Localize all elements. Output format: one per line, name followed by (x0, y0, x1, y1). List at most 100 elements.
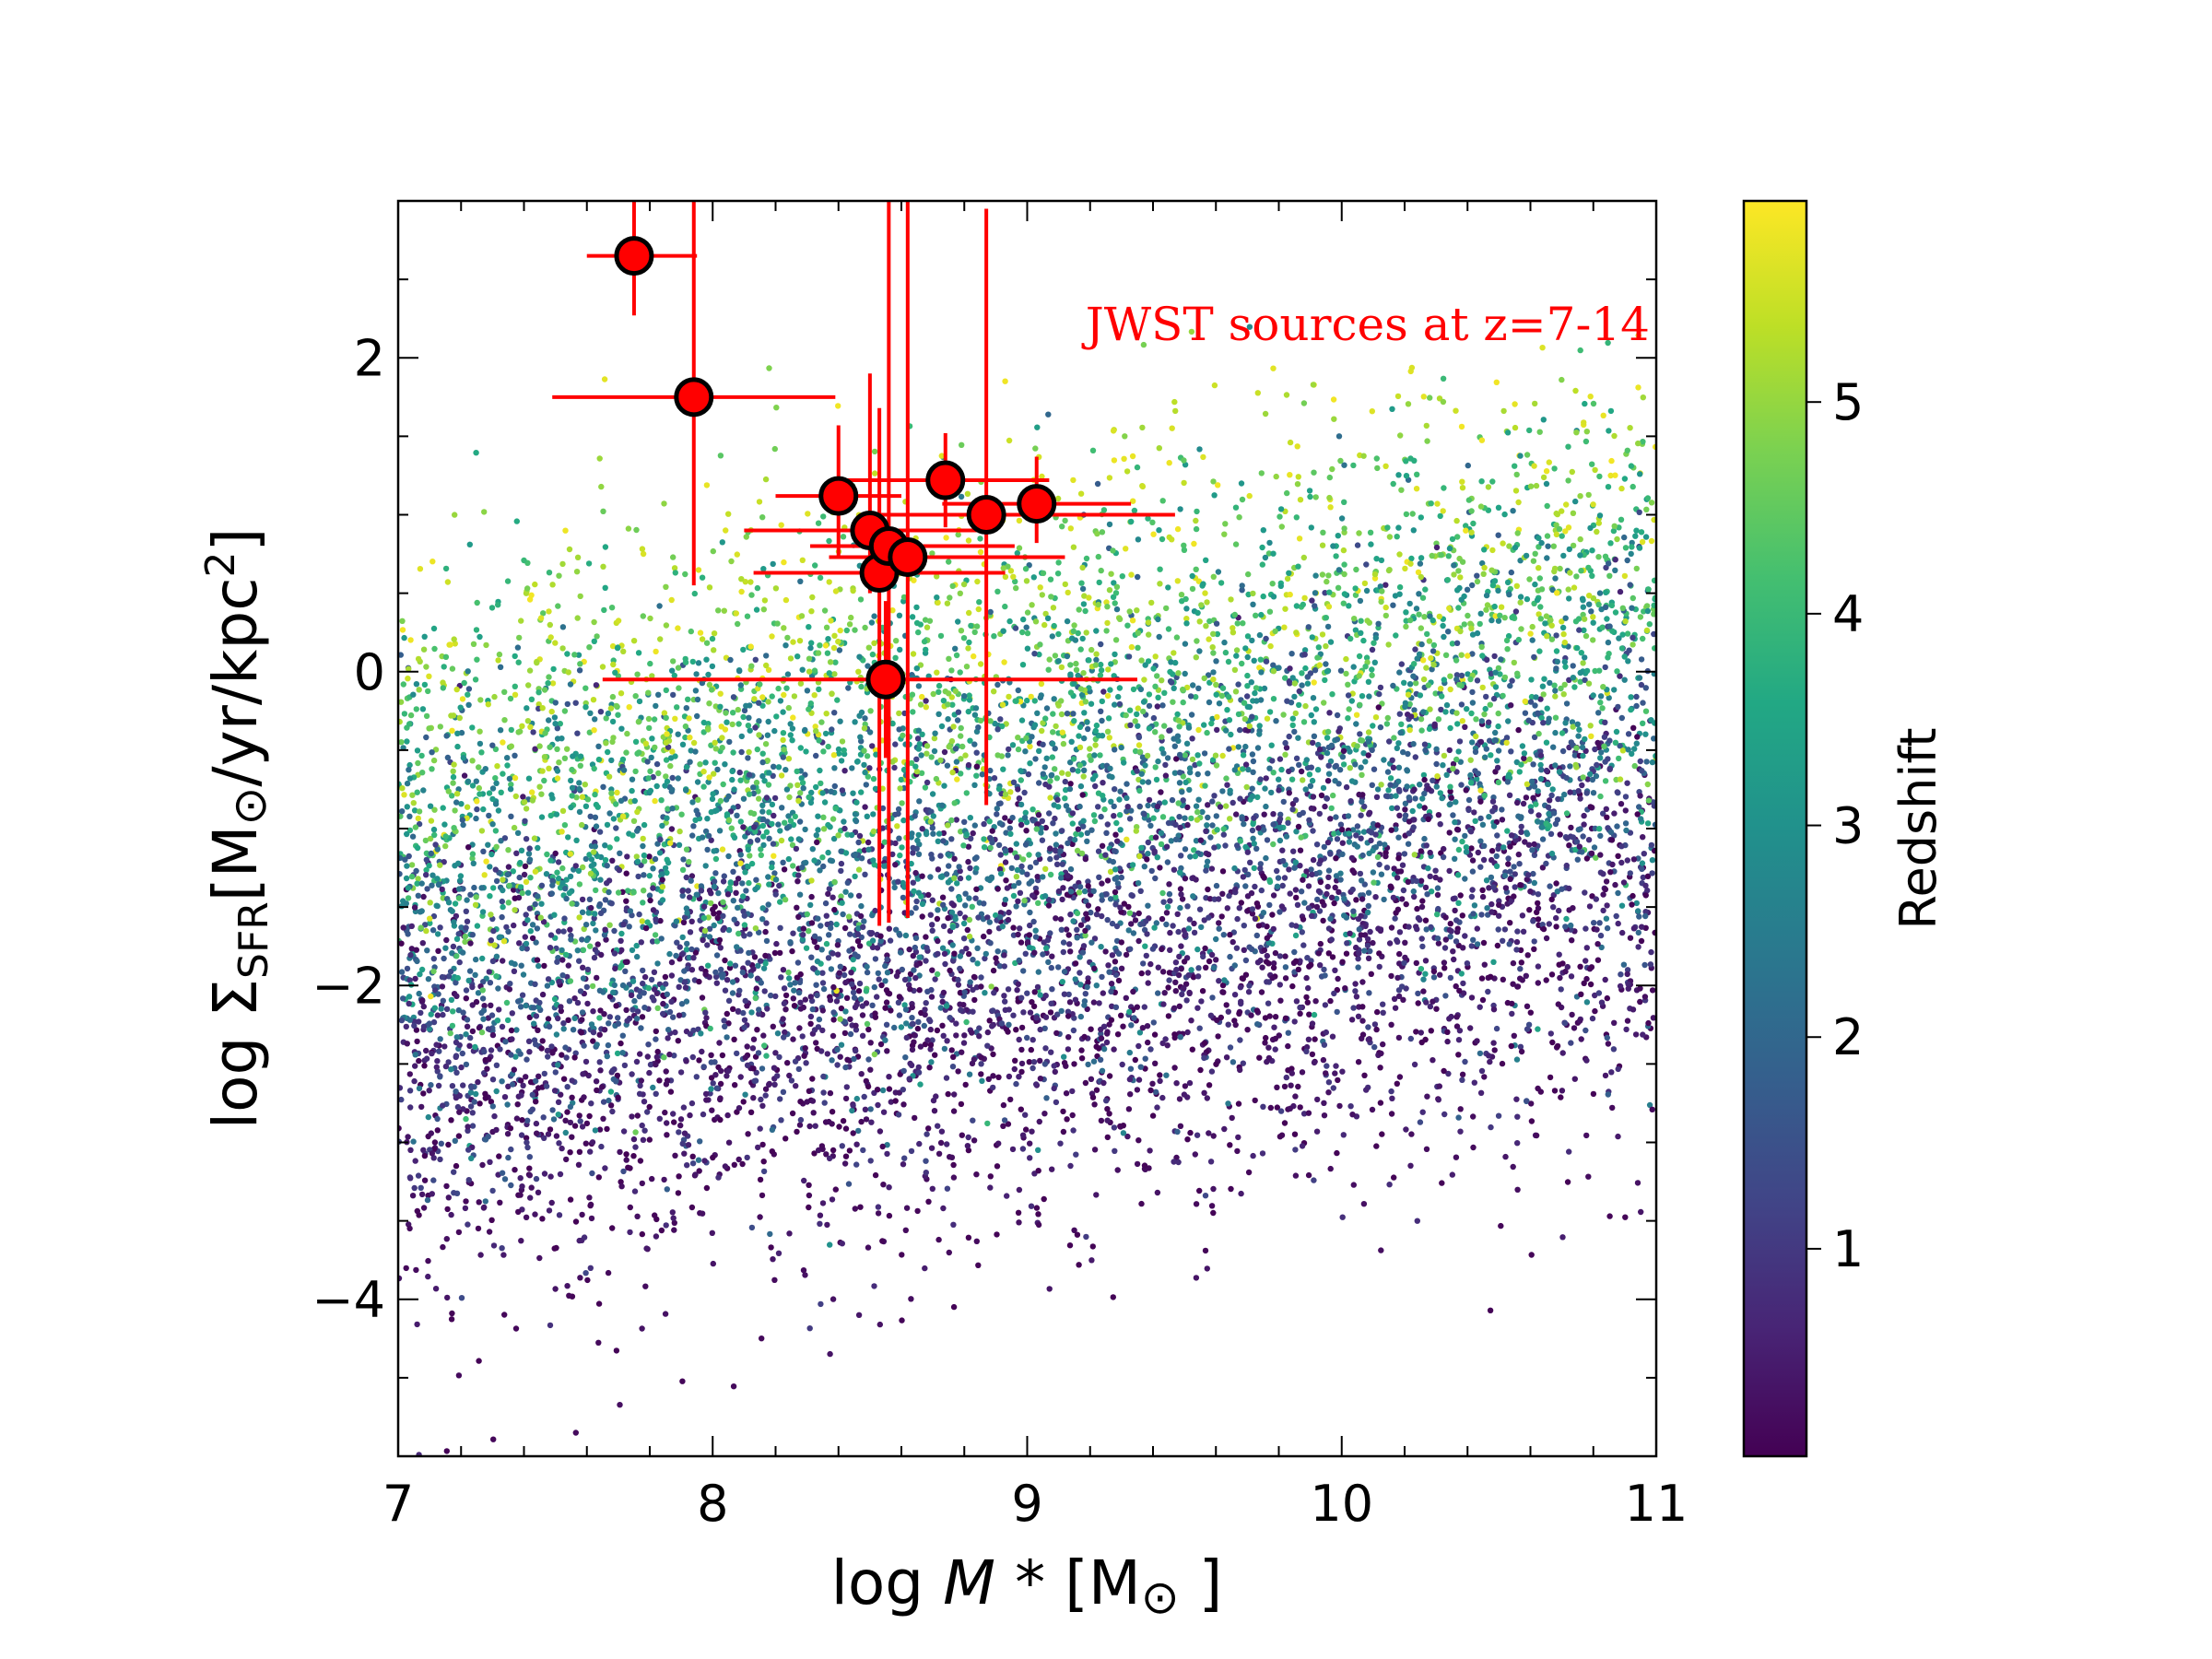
galaxy-point (1489, 478, 1496, 485)
galaxy-point (1522, 710, 1529, 716)
galaxy-point (984, 1042, 991, 1049)
galaxy-point (1572, 498, 1579, 505)
galaxy-point (690, 739, 698, 747)
galaxy-point (826, 886, 832, 892)
galaxy-point (1459, 838, 1465, 845)
galaxy-point (465, 691, 471, 698)
galaxy-point (1511, 864, 1517, 870)
galaxy-point (1206, 636, 1212, 642)
galaxy-point (423, 664, 429, 670)
galaxy-point (638, 939, 644, 946)
galaxy-point (963, 790, 971, 796)
galaxy-point (597, 709, 605, 715)
galaxy-point (1075, 672, 1081, 679)
galaxy-point (1535, 730, 1542, 737)
galaxy-point (567, 681, 574, 688)
galaxy-point (1514, 928, 1521, 935)
galaxy-point (1637, 998, 1643, 1006)
galaxy-point (1551, 1088, 1559, 1094)
galaxy-point (441, 1043, 448, 1050)
galaxy-point (1013, 1080, 1019, 1088)
galaxy-point (1189, 585, 1196, 593)
galaxy-point (931, 735, 938, 742)
galaxy-point (1490, 959, 1497, 966)
galaxy-point (778, 974, 784, 981)
galaxy-point (1532, 581, 1538, 588)
galaxy-point (1360, 1201, 1368, 1207)
galaxy-point (758, 980, 764, 986)
galaxy-point (973, 865, 980, 872)
galaxy-point (1129, 453, 1136, 460)
galaxy-point (832, 588, 840, 594)
galaxy-point (1184, 1029, 1191, 1036)
galaxy-point (448, 996, 455, 1004)
galaxy-point (950, 1303, 958, 1311)
galaxy-point (407, 1147, 414, 1154)
galaxy-point (1628, 550, 1634, 558)
galaxy-point (1357, 731, 1363, 737)
galaxy-point (1322, 803, 1328, 810)
galaxy-point (712, 759, 718, 766)
galaxy-point (1363, 587, 1371, 594)
galaxy-point (1563, 862, 1571, 869)
galaxy-point (451, 1169, 457, 1175)
galaxy-point (591, 618, 597, 626)
galaxy-point (1080, 601, 1088, 607)
galaxy-point (1360, 637, 1367, 644)
galaxy-point (1222, 521, 1229, 527)
galaxy-point (406, 813, 413, 819)
galaxy-point (1478, 975, 1486, 982)
galaxy-point (1596, 590, 1604, 596)
galaxy-point (464, 918, 471, 924)
galaxy-point (697, 629, 704, 636)
galaxy-point (633, 853, 640, 860)
galaxy-point (664, 1186, 670, 1193)
galaxy-point (1281, 875, 1288, 881)
galaxy-point (1201, 1089, 1207, 1097)
galaxy-point (1418, 625, 1425, 631)
galaxy-point (1644, 495, 1652, 501)
galaxy-point (1077, 970, 1083, 976)
galaxy-point (784, 671, 792, 677)
galaxy-point (1152, 729, 1159, 735)
galaxy-point (1238, 998, 1244, 1006)
galaxy-point (810, 1110, 817, 1116)
galaxy-point (1581, 419, 1587, 426)
galaxy-point (755, 1050, 762, 1056)
galaxy-point (683, 705, 689, 712)
galaxy-point (1566, 1148, 1572, 1155)
galaxy-point (709, 1230, 715, 1237)
galaxy-point (1042, 824, 1050, 831)
galaxy-point (1315, 888, 1323, 895)
galaxy-point (614, 789, 620, 796)
galaxy-point (442, 945, 449, 951)
galaxy-point (1532, 400, 1538, 407)
galaxy-point (736, 667, 743, 675)
galaxy-point (1322, 972, 1328, 979)
galaxy-point (1309, 871, 1315, 877)
galaxy-point (1177, 886, 1184, 892)
galaxy-point (514, 830, 522, 836)
galaxy-point (505, 900, 512, 906)
galaxy-point (634, 671, 641, 677)
galaxy-point (1135, 644, 1141, 651)
galaxy-point (1543, 480, 1550, 488)
galaxy-point (443, 936, 450, 944)
galaxy-point (1278, 524, 1286, 530)
galaxy-point (886, 1184, 892, 1191)
galaxy-point (608, 900, 615, 907)
galaxy-point (641, 888, 647, 894)
galaxy-point (508, 1146, 514, 1153)
galaxy-point (1536, 575, 1544, 582)
galaxy-point (1060, 939, 1067, 946)
galaxy-point (1633, 565, 1641, 572)
galaxy-point (1195, 726, 1202, 734)
galaxy-point (1517, 558, 1524, 564)
galaxy-point (923, 646, 929, 653)
galaxy-point (711, 911, 717, 917)
galaxy-point (1583, 999, 1591, 1006)
galaxy-point (1493, 853, 1500, 860)
galaxy-point (1512, 488, 1520, 494)
galaxy-point (1297, 497, 1304, 503)
galaxy-point (970, 1117, 976, 1124)
